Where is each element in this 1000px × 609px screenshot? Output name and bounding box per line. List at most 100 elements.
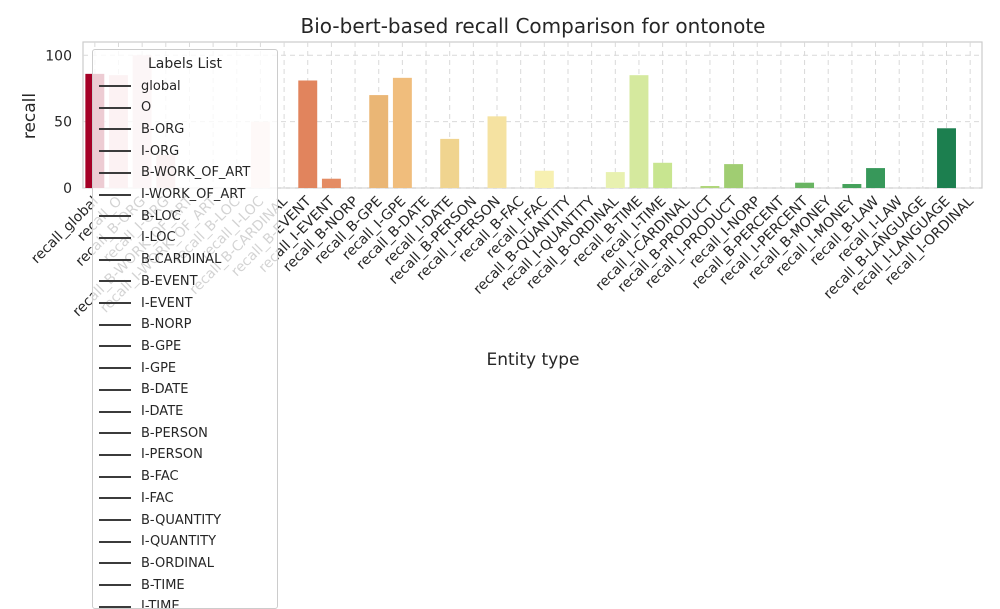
legend-item: I-LOC (99, 228, 176, 248)
legend-line-marker (99, 215, 131, 218)
legend-item: I-PERSON (99, 445, 203, 465)
legend-item: I-GPE (99, 358, 176, 378)
legend-item: B-GPE (99, 336, 181, 356)
legend-line-marker (99, 475, 131, 478)
legend-line-marker (99, 453, 131, 456)
legend-item: B-LOC (99, 206, 181, 226)
legend-item: B-TIME (99, 575, 185, 595)
legend-label: I-QUANTITY (141, 534, 217, 550)
bar (653, 162, 673, 188)
legend-label: I-GPE (141, 360, 177, 376)
legend-item: B-NORP (99, 315, 191, 335)
bar (392, 77, 412, 188)
legend-line-marker (99, 258, 131, 261)
legend-label: B-DATE (141, 382, 189, 398)
bar (321, 178, 341, 188)
legend-label: global (141, 78, 181, 94)
bar (440, 138, 460, 188)
legend-label: I-WORK_OF_ART (141, 187, 246, 202)
y-tick-label: 50 (54, 115, 72, 131)
legend-label: O (141, 100, 152, 116)
legend-line-marker (99, 323, 131, 326)
bar (795, 182, 815, 188)
legend-line-marker (99, 280, 131, 283)
legend-label: B-CARDINAL (141, 252, 222, 268)
bar (842, 184, 862, 188)
legend-line-marker (99, 367, 131, 370)
legend-label: B-NORP (141, 317, 192, 333)
bar (605, 172, 625, 188)
legend-item: B-EVENT (99, 271, 198, 291)
legend-item: B-CARDINAL (99, 250, 221, 270)
legend-label: I-DATE (141, 404, 184, 419)
legend-line-marker (99, 432, 131, 435)
legend-label: B-EVENT (141, 273, 198, 289)
legend-line-marker (99, 562, 131, 565)
legend-label: I-FAC (141, 490, 174, 506)
legend-item: B-ORDINAL (99, 553, 214, 573)
legend-line-marker (99, 605, 131, 608)
bar (369, 95, 389, 188)
bar (700, 186, 720, 188)
legend-title: Labels List (148, 56, 222, 72)
legend: Labels List global O B-ORG I-ORG B-WORK_OF_A… (92, 49, 278, 609)
legend-item: B-QUANTITY (99, 510, 221, 530)
legend-item: B-WORK_OF_ART (99, 163, 250, 183)
legend-label: I-LOC (141, 230, 176, 246)
legend-item: I-EVENT (99, 293, 193, 313)
legend-line-marker (99, 540, 131, 543)
legend-label: B-TIME (141, 577, 185, 593)
chart-title: Bio-bert-based recall Comparison for ont… (301, 14, 766, 38)
legend-line-marker (99, 128, 131, 131)
legend-item: B-ORG (99, 119, 184, 139)
legend-line-marker (99, 519, 131, 521)
legend-line-marker (99, 345, 131, 348)
x-axis-label: Entity type (486, 350, 579, 370)
bar (724, 164, 744, 188)
legend-item: I-QUANTITY (99, 532, 216, 552)
legend-item: B-DATE (99, 380, 188, 400)
bar (937, 128, 956, 188)
bar (534, 170, 554, 188)
legend-line-marker (99, 106, 131, 109)
legend-line-marker (99, 236, 131, 239)
legend-label: B-WORK_OF_ART (141, 165, 251, 181)
legend-label: B-QUANTITY (141, 512, 222, 528)
bar (866, 168, 886, 188)
y-tick-label: 0 (63, 181, 72, 197)
bar (629, 75, 649, 188)
legend-item: B-PERSON (99, 423, 208, 443)
legend-label: B-ORG (141, 121, 185, 137)
legend-label: I-ORG (141, 143, 180, 159)
y-tick-label: 100 (45, 48, 72, 64)
legend-line-marker (99, 171, 131, 174)
legend-label: I-EVENT (141, 295, 193, 311)
legend-line-marker (99, 193, 131, 196)
legend-label: B-FAC (141, 469, 179, 485)
legend-label: I-TIME (141, 599, 180, 609)
legend-item: I-DATE (99, 402, 183, 422)
legend-item: I-FAC (99, 488, 174, 508)
legend-item: global (99, 76, 181, 96)
legend-item: B-FAC (99, 467, 179, 487)
legend-item: I-WORK_OF_ART (99, 185, 245, 205)
bar (298, 80, 318, 188)
legend-line-marker (99, 85, 131, 87)
bar (487, 116, 507, 188)
y-tick-labels: 0 50 100 (45, 48, 72, 197)
legend-line-marker (99, 388, 131, 391)
legend-label: B-GPE (141, 338, 182, 354)
legend-label: B-LOC (141, 208, 181, 224)
legend-line-marker (99, 584, 131, 587)
legend-label: B-ORDINAL (141, 555, 214, 571)
legend-line-marker (99, 497, 131, 500)
legend-line-marker (99, 410, 131, 413)
legend-item: I-TIME (99, 597, 180, 609)
legend-line-marker (99, 150, 131, 153)
horizontal-gridlines (83, 54, 982, 189)
legend-line-marker (99, 302, 131, 304)
legend-label: B-PERSON (141, 425, 208, 441)
legend-item: I-ORG (99, 141, 179, 161)
legend-item: O (99, 98, 151, 118)
legend-label: I-PERSON (141, 447, 203, 463)
